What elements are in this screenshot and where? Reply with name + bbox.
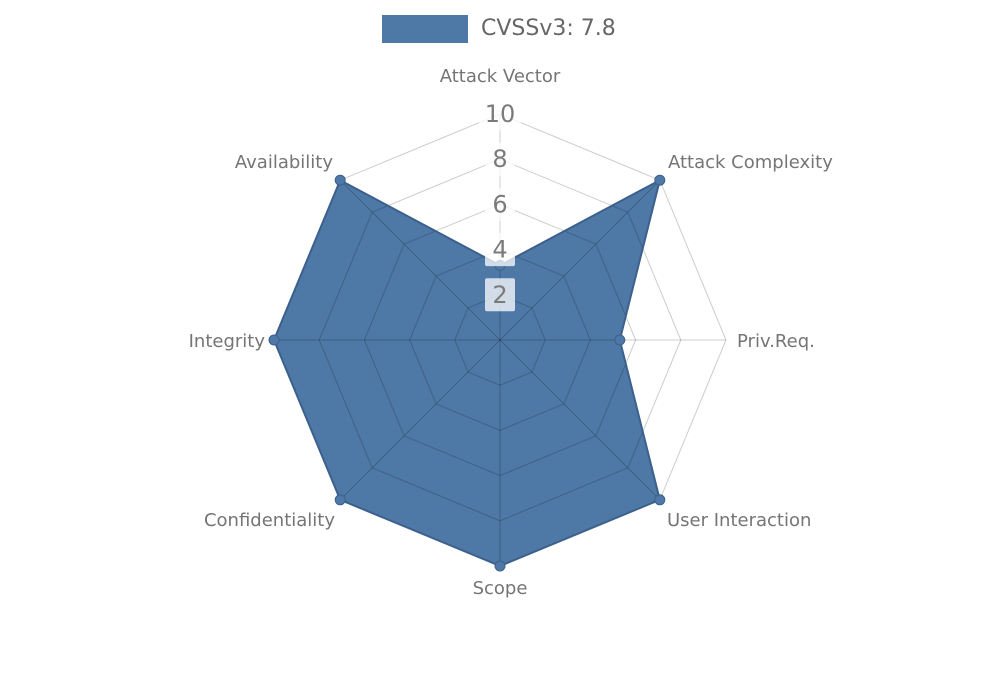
legend-item-cvssv3[interactable]: CVSSv3: 7.8 (382, 15, 616, 43)
data-point-scope (494, 560, 506, 572)
tick-box (485, 187, 515, 221)
data-point-user-interaction (654, 494, 666, 506)
radial-tick-label: 2 (492, 281, 507, 309)
data-point-availability (334, 174, 346, 186)
grid-ring (409, 249, 591, 431)
axis-label-user-interaction: User Interaction (667, 510, 811, 531)
axis-label-priv-req: Priv.Req. (737, 331, 815, 352)
tick-box (479, 97, 521, 131)
radial-tick-label: 8 (492, 145, 507, 173)
grid-ring (363, 203, 637, 477)
data-area (274, 180, 660, 566)
radial-tick-label: 4 (492, 236, 507, 264)
axis-label-availability: Availability (235, 152, 333, 173)
axis-label-scope: Scope (473, 578, 528, 599)
tick-box (485, 278, 515, 312)
axis-label-attack-complexity: Attack Complexity (668, 152, 833, 173)
grid-spoke (499, 179, 661, 341)
radial-tick-label: 6 (492, 190, 507, 218)
axis-label-integrity: Integrity (189, 331, 266, 352)
data-point-integrity (268, 334, 280, 346)
tick-box (485, 233, 515, 267)
data-point-attack-complexity (654, 174, 666, 186)
legend-label: CVSSv3: 7.8 (481, 16, 616, 41)
axis-label-attack-vector: Attack Vector (440, 66, 561, 87)
grid-spoke (499, 339, 661, 501)
data-point-confidentiality (334, 494, 346, 506)
grid-ring (318, 158, 682, 522)
radial-tick-label: 10 (485, 100, 516, 128)
axis-label-confidentiality: Confidentiality (204, 510, 335, 531)
tick-box (485, 142, 515, 176)
grid-spoke (339, 179, 501, 341)
grid-spoke (339, 339, 501, 501)
data-point-priv-req (614, 334, 626, 346)
grid-ring (454, 294, 546, 386)
legend-color-swatch (382, 15, 468, 43)
